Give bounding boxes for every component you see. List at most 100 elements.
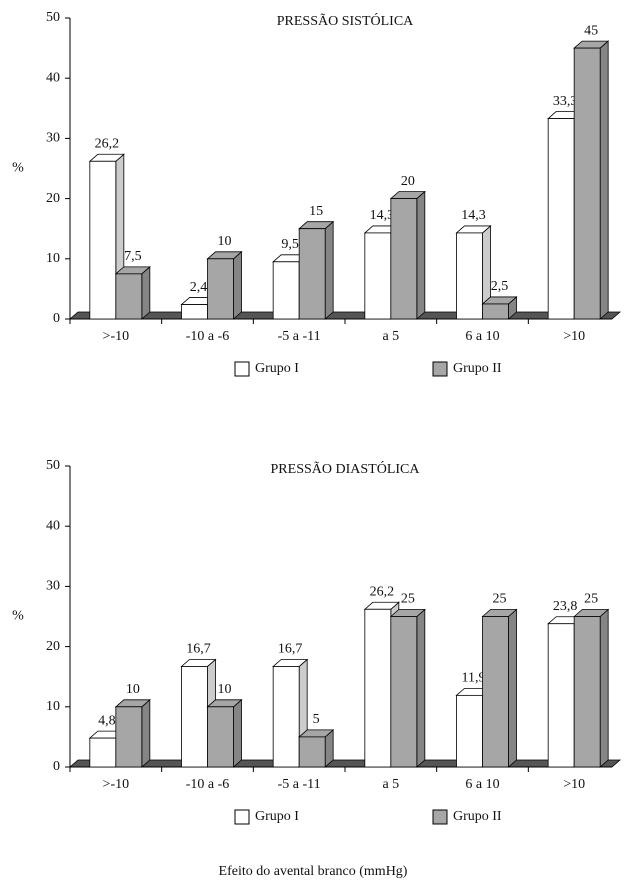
bar xyxy=(389,190,426,320)
bar-front xyxy=(573,47,601,320)
y-tick-label: 50 xyxy=(46,10,60,25)
y-tick-label: 20 xyxy=(46,191,60,206)
data-label: 26,2 xyxy=(95,136,120,151)
data-label: 25 xyxy=(584,592,598,607)
bar xyxy=(206,698,243,768)
bar-front xyxy=(298,228,326,320)
bar-front xyxy=(298,736,326,768)
x-tick-label: 6 a 10 xyxy=(465,777,499,792)
legend-label: Grupo I xyxy=(255,809,299,824)
bar-front xyxy=(89,160,117,320)
bar-front xyxy=(482,303,509,320)
bar-side xyxy=(599,608,609,768)
x-axis-caption: Efeito do avental branco (mmHg) xyxy=(219,864,408,879)
bar-side xyxy=(508,608,517,768)
bar xyxy=(573,40,610,320)
data-label: 14,3 xyxy=(370,208,395,223)
bar-front xyxy=(364,608,392,768)
data-label: 9,5 xyxy=(281,237,299,252)
data-label: 4,8 xyxy=(98,713,116,728)
x-tick-label: >10 xyxy=(563,777,585,792)
chart-title: PRESSÃO DIASTÓLICA xyxy=(271,460,421,477)
y-tick-label: 40 xyxy=(46,518,60,533)
bar-front xyxy=(115,706,143,768)
bar-side xyxy=(324,220,334,320)
bar-front xyxy=(272,261,300,320)
bar-side xyxy=(141,265,151,320)
y-tick-label: 0 xyxy=(53,311,60,326)
x-tick-label: >-10 xyxy=(103,329,130,344)
bar-front xyxy=(482,616,509,768)
data-label: 15 xyxy=(309,204,323,219)
x-tick-label: -5 a -11 xyxy=(278,777,321,792)
bar-front xyxy=(207,258,234,320)
data-label: 45 xyxy=(584,23,598,38)
data-label: 23,8 xyxy=(553,599,578,614)
legend-label: Grupo I xyxy=(255,361,299,376)
x-tick-label: -10 a -6 xyxy=(186,777,230,792)
legend-label: Grupo II xyxy=(453,361,502,376)
bar xyxy=(298,220,335,320)
data-label: 10 xyxy=(126,682,140,697)
bar xyxy=(114,265,151,320)
y-tick-label: 30 xyxy=(46,131,60,146)
y-tick-label: 10 xyxy=(46,699,60,714)
floor xyxy=(68,311,622,320)
bar xyxy=(298,729,335,768)
bar-front xyxy=(390,616,418,768)
y-tick-label: 40 xyxy=(46,70,60,85)
x-tick-label: >10 xyxy=(563,329,585,344)
x-tick-label: -10 a -6 xyxy=(186,329,230,344)
bar-side xyxy=(233,698,242,768)
bar-front xyxy=(207,706,234,768)
bar-side xyxy=(416,190,426,320)
chart-title: PRESSÃO SISTÓLICA xyxy=(277,12,414,29)
bar xyxy=(573,608,610,768)
bar xyxy=(389,608,426,768)
x-tick-label: -5 a -11 xyxy=(278,329,321,344)
x-tick-label: a 5 xyxy=(382,777,399,792)
data-label: 5 xyxy=(313,712,320,727)
legend-swatch xyxy=(234,361,250,377)
data-label: 7,5 xyxy=(124,249,142,264)
bar-front xyxy=(181,666,208,768)
y-axis-label: % xyxy=(12,161,24,176)
data-label: 11,9 xyxy=(462,671,486,686)
bar-front xyxy=(456,232,483,320)
floor xyxy=(68,759,622,768)
y-tick-label: 30 xyxy=(46,579,60,594)
bar xyxy=(481,608,518,768)
data-label: 2,5 xyxy=(491,279,509,294)
bar-front xyxy=(181,304,208,320)
data-label: 14,3 xyxy=(461,208,486,223)
bar-side xyxy=(233,250,242,320)
bar-front xyxy=(115,273,143,320)
bar-front xyxy=(272,666,300,768)
data-label: 26,2 xyxy=(370,584,395,599)
bar-front xyxy=(547,118,575,320)
y-axis-label: % xyxy=(12,609,24,624)
bar xyxy=(481,296,518,320)
x-tick-label: 6 a 10 xyxy=(465,329,499,344)
x-tick-label: >-10 xyxy=(103,777,130,792)
legend-swatch xyxy=(234,809,250,825)
data-label: 10 xyxy=(218,682,232,697)
data-label: 2,4 xyxy=(190,280,208,295)
bar-side xyxy=(141,698,151,768)
y-tick-label: 20 xyxy=(46,639,60,654)
bar-front xyxy=(390,198,418,320)
data-label: 10 xyxy=(218,234,232,249)
bar-front xyxy=(89,737,117,768)
data-label: 16,7 xyxy=(278,642,303,657)
bar-front xyxy=(364,232,392,320)
data-label: 16,7 xyxy=(186,642,211,657)
legend-swatch xyxy=(432,361,448,377)
bar-side xyxy=(416,608,426,768)
bar xyxy=(455,225,492,320)
data-label: 25 xyxy=(401,592,415,607)
bar-front xyxy=(547,623,575,768)
y-tick-label: 0 xyxy=(53,759,60,774)
bar-front xyxy=(573,616,601,768)
bar-side xyxy=(599,40,609,320)
